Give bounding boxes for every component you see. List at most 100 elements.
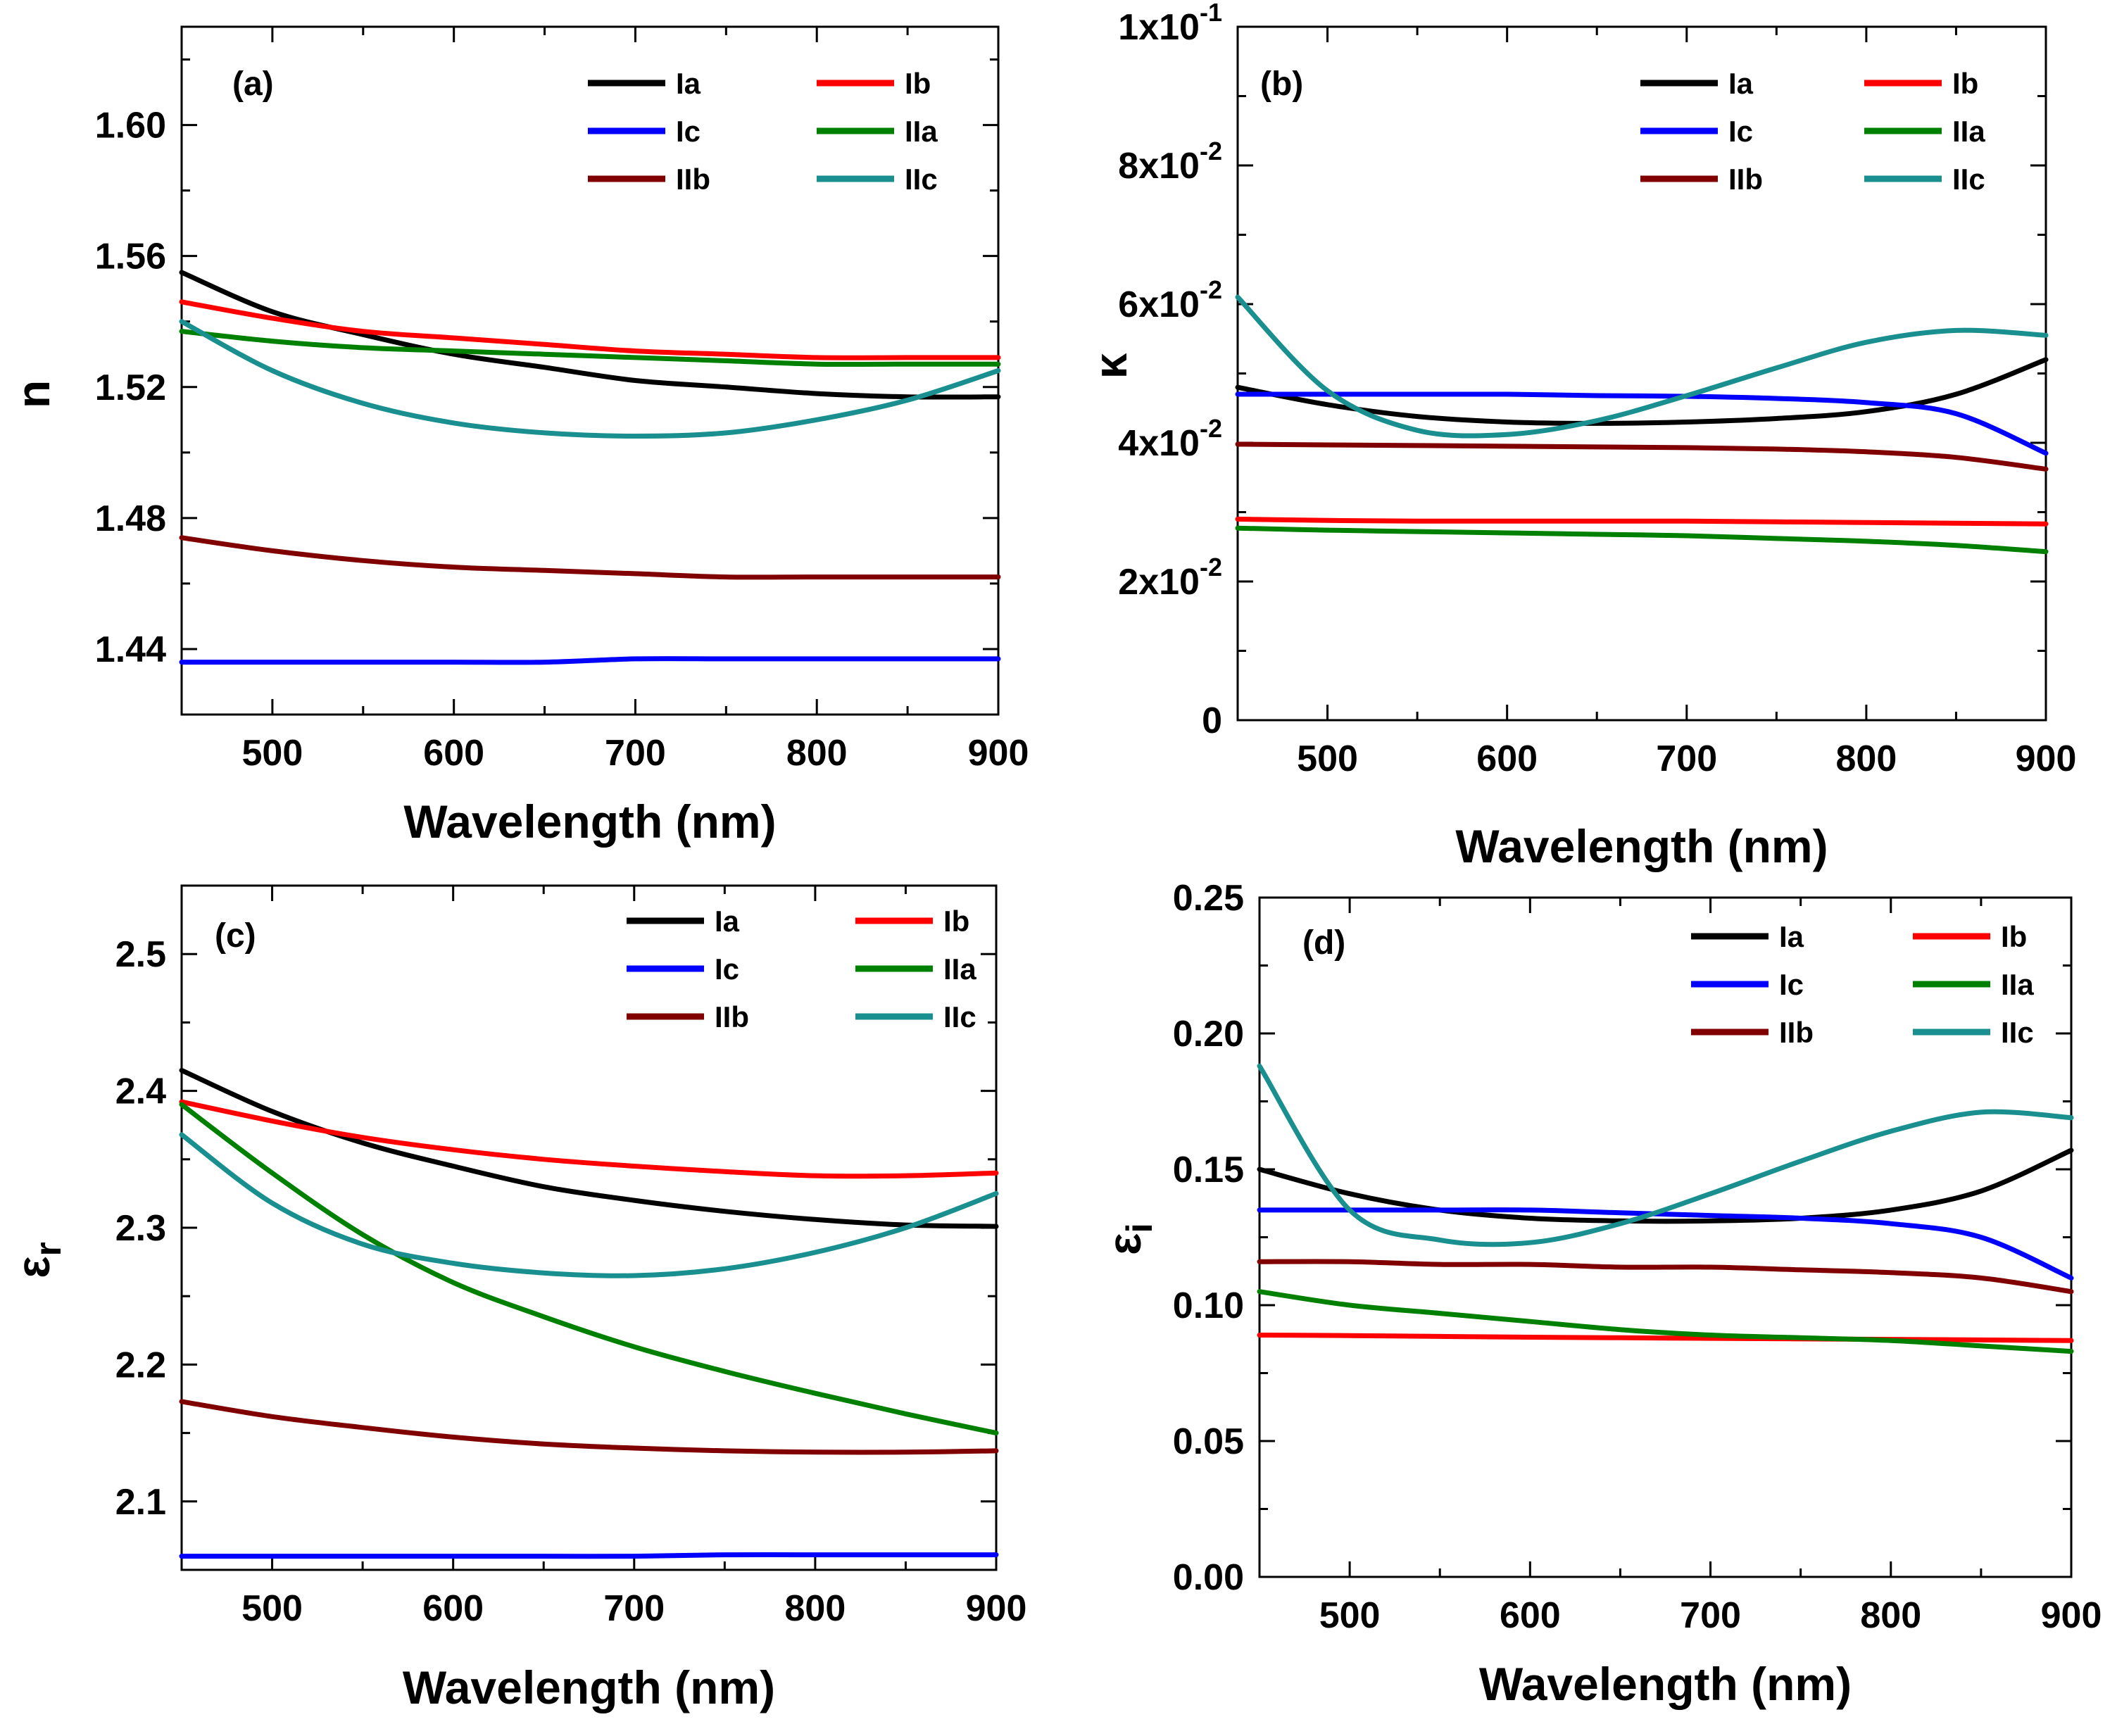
x-tick-label: 700 bbox=[1656, 738, 1717, 779]
y-tick-label: 2.3 bbox=[115, 1208, 166, 1249]
x-tick-label: 700 bbox=[605, 733, 666, 774]
legend-label-Ia: Ia bbox=[715, 905, 740, 938]
y-tick-label: 1.60 bbox=[95, 106, 166, 146]
y-tick-label: 0.20 bbox=[1173, 1014, 1244, 1055]
series-line-IIb bbox=[179, 535, 1001, 580]
panel-label: (b) bbox=[1260, 65, 1303, 103]
legend-label-IIb: IIb bbox=[676, 163, 710, 196]
series-line-Ib bbox=[179, 1099, 999, 1179]
y-axis-title: εi bbox=[1098, 1223, 1160, 1255]
legend-label-IIb: IIb bbox=[1728, 163, 1763, 196]
series-line-IIc bbox=[179, 319, 1001, 439]
legend-label-Ib: Ib bbox=[1952, 67, 1978, 100]
x-axis-title: Wavelength (nm) bbox=[403, 795, 776, 848]
panel-d: 500 600 700 800 900 0.00 0.05 0.10 0.15 0.20 0.25 W… bbox=[1098, 878, 2102, 1710]
x-tick-label: 500 bbox=[241, 1588, 303, 1629]
y-tick-label: 2x10-2 bbox=[1118, 553, 1222, 603]
x-axis-title: Wavelength (nm) bbox=[1455, 820, 1828, 872]
legend-label-Ib: Ib bbox=[943, 905, 969, 938]
y-tick-label: 0.25 bbox=[1173, 878, 1244, 919]
panel-label: (d) bbox=[1302, 924, 1345, 962]
x-tick-label: 600 bbox=[422, 1588, 484, 1629]
y-tick-label: 0 bbox=[1202, 700, 1222, 741]
y-tick-label: 2.4 bbox=[115, 1071, 166, 1112]
x-tick-label: 800 bbox=[1836, 738, 1897, 779]
legend-label-Ia: Ia bbox=[1779, 920, 1804, 953]
y-axis-title: κ bbox=[1084, 353, 1136, 379]
series-line-IIc bbox=[1257, 1063, 2074, 1247]
x-tick-label: 800 bbox=[786, 733, 848, 774]
panel-b: 500 600 700 800 900 0 2x10-2 4x10-2 6x10-2 8x10-2… bbox=[1084, 0, 2076, 872]
legend-label-IIc: IIc bbox=[1952, 163, 1985, 196]
y-tick-label: 1.44 bbox=[95, 629, 166, 670]
y-axis-title: n bbox=[7, 380, 59, 408]
series-line-IIa bbox=[179, 329, 1001, 367]
x-tick-label: 900 bbox=[2041, 1595, 2102, 1636]
y-tick-label: 4x10-2 bbox=[1118, 414, 1222, 464]
series-line-IIb bbox=[179, 1399, 999, 1455]
x-tick-label: 500 bbox=[1319, 1595, 1381, 1636]
series-line-Ic bbox=[179, 1552, 999, 1559]
series-line-Ia bbox=[1257, 1147, 2074, 1224]
y-tick-label: 0.10 bbox=[1173, 1285, 1244, 1326]
legend-label-IIb: IIb bbox=[1779, 1016, 1814, 1049]
legend-label-Ic: Ic bbox=[1779, 968, 1804, 1001]
legend-label-IIa: IIa bbox=[1952, 115, 1985, 148]
series-line-IIa bbox=[1257, 1289, 2074, 1354]
series-line-Ib bbox=[1257, 1333, 2074, 1343]
x-tick-label: 900 bbox=[966, 1588, 1027, 1629]
legend-label-IIb: IIb bbox=[715, 1000, 749, 1033]
x-axis-title: Wavelength (nm) bbox=[403, 1661, 775, 1713]
legend-label-IIa: IIa bbox=[943, 952, 976, 986]
legend-label-IIc: IIc bbox=[943, 1000, 976, 1033]
legend-label-Ic: Ic bbox=[1728, 115, 1753, 148]
series-line-Ib bbox=[179, 299, 1001, 360]
series-line-Ic bbox=[179, 656, 1001, 665]
y-tick-label: 0.00 bbox=[1173, 1557, 1244, 1598]
series-line-Ic bbox=[1257, 1207, 2074, 1281]
y-tick-label: 6x10-2 bbox=[1118, 275, 1222, 325]
x-tick-label: 700 bbox=[603, 1588, 665, 1629]
x-tick-label: 600 bbox=[1500, 1595, 1561, 1636]
legend-label-IIc: IIc bbox=[2001, 1016, 2034, 1049]
y-tick-label: 1.56 bbox=[95, 237, 166, 277]
legend-label-IIa: IIa bbox=[2001, 968, 2034, 1001]
panel-label: (c) bbox=[215, 917, 256, 955]
legend-label-Ia: Ia bbox=[676, 67, 701, 100]
x-tick-label: 500 bbox=[242, 733, 303, 774]
x-tick-label: 900 bbox=[968, 733, 1029, 774]
panel-label: (a) bbox=[232, 65, 274, 103]
legend-label-IIc: IIc bbox=[905, 163, 938, 196]
y-tick-label: 1x10-1 bbox=[1118, 0, 1222, 48]
series-line-IIb bbox=[1257, 1259, 2074, 1295]
x-tick-label: 600 bbox=[423, 733, 484, 774]
legend-label-Ia: Ia bbox=[1728, 67, 1754, 100]
x-tick-label: 500 bbox=[1297, 738, 1358, 779]
series-line-IIc bbox=[179, 1132, 999, 1278]
legend-label-Ib: Ib bbox=[2001, 920, 2027, 953]
legend-label-Ic: Ic bbox=[676, 115, 701, 148]
series-line-Ic bbox=[1235, 391, 2049, 456]
series-line-IIb bbox=[1235, 441, 2049, 472]
series-line-IIa bbox=[1235, 525, 2049, 555]
x-tick-label: 800 bbox=[1860, 1595, 1921, 1636]
y-tick-label: 1.48 bbox=[95, 498, 166, 539]
legend-label-Ic: Ic bbox=[715, 952, 739, 986]
legend-label-IIa: IIa bbox=[905, 115, 938, 148]
panel-a: 500 600 700 800 900 1.44 1.48 1.52 1.56 1.60 Wavel… bbox=[7, 25, 1029, 848]
y-axis-title: εr bbox=[7, 1242, 69, 1278]
y-tick-label: 1.52 bbox=[95, 367, 166, 408]
series-line-Ib bbox=[1235, 516, 2049, 527]
x-tick-label: 800 bbox=[785, 1588, 846, 1629]
series-line-IIc bbox=[1235, 294, 2049, 439]
y-tick-label: 2.5 bbox=[115, 934, 166, 975]
x-tick-label: 600 bbox=[1476, 738, 1538, 779]
panel-c: 500 600 700 800 900 2.1 2.2 2.3 2.4 2.5 Wavelength… bbox=[7, 884, 1027, 1713]
y-tick-label: 0.15 bbox=[1173, 1150, 1244, 1190]
x-axis-title: Wavelength (nm) bbox=[1479, 1658, 1852, 1710]
legend-label-Ib: Ib bbox=[905, 67, 931, 100]
x-tick-label: 900 bbox=[2016, 738, 2077, 779]
y-tick-label: 0.05 bbox=[1173, 1421, 1244, 1462]
series-line-IIa bbox=[179, 1102, 999, 1436]
